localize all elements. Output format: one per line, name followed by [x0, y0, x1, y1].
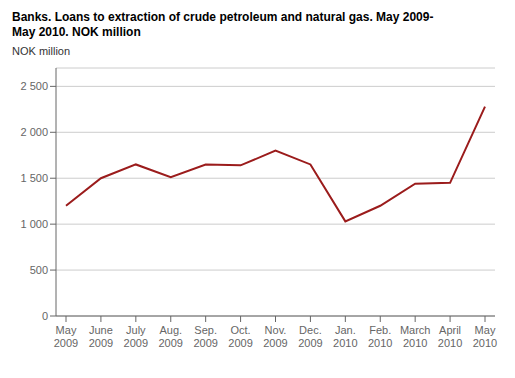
svg-text:July2009: July2009	[124, 324, 148, 349]
svg-text:1 000: 1 000	[20, 218, 48, 230]
svg-text:Jan.2010: Jan.2010	[333, 324, 357, 349]
svg-text:2 000: 2 000	[20, 126, 48, 138]
svg-text:Dec.2009: Dec.2009	[298, 324, 322, 349]
svg-text:May2009: May2009	[54, 324, 78, 349]
svg-text:1 500: 1 500	[20, 172, 48, 184]
svg-text:2 500: 2 500	[20, 80, 48, 92]
svg-text:March2010: March2010	[400, 324, 431, 349]
html-text:Banks. Loans to extraction of: Banks. Loans to extraction of crude petr…	[12, 10, 434, 24]
svg-text:May2010: May2010	[473, 324, 497, 349]
svg-text:June2009: June2009	[89, 324, 113, 349]
svg-text:0: 0	[42, 310, 48, 322]
html-text:NOK million: NOK million	[12, 45, 71, 57]
svg-text:Nov.2009: Nov.2009	[263, 324, 287, 349]
svg-text:Sep.2009: Sep.2009	[193, 324, 217, 349]
svg-text:500: 500	[30, 264, 48, 276]
html-text:May 2010. NOK million: May 2010. NOK million	[12, 25, 141, 39]
svg-text:Feb.2010: Feb.2010	[368, 324, 392, 349]
svg-text:Oct.2009: Oct.2009	[228, 324, 252, 349]
svg-text:Aug.2009: Aug.2009	[159, 324, 183, 349]
svg-text:April2010: April2010	[438, 324, 462, 349]
